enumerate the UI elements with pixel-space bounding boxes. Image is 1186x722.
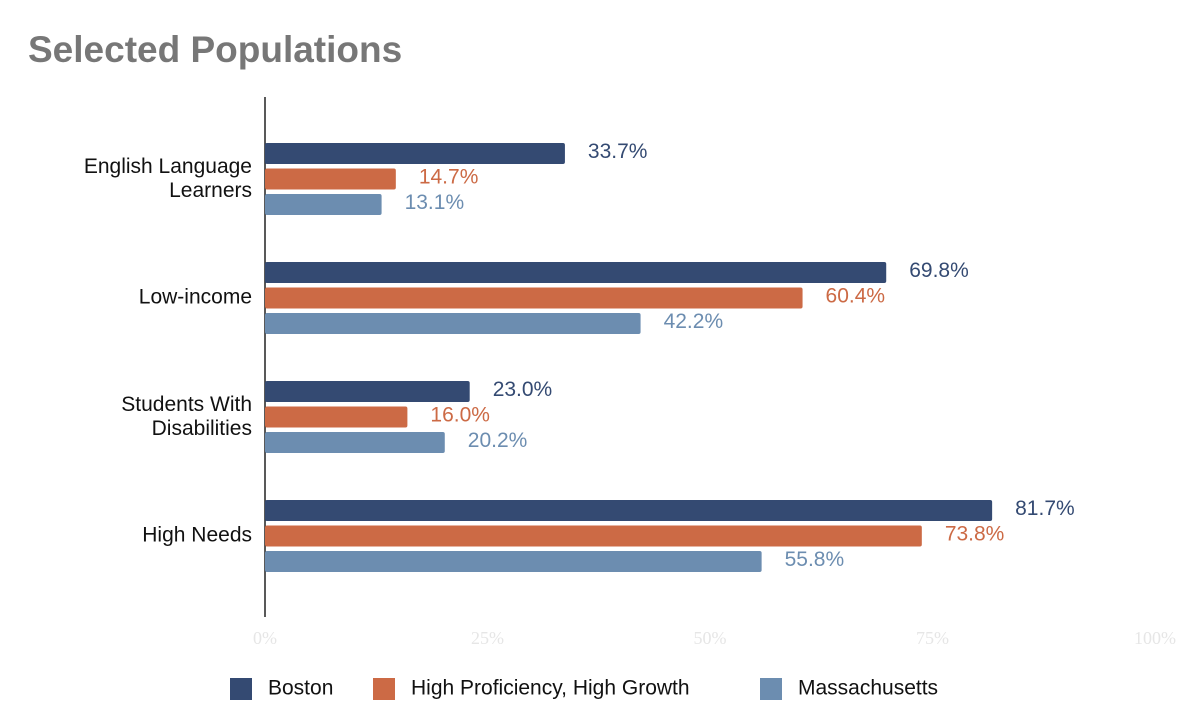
value-label: 73.8% bbox=[945, 523, 1005, 546]
value-label: 55.8% bbox=[785, 548, 845, 571]
bar bbox=[265, 262, 887, 283]
category-label: Low-income bbox=[139, 286, 252, 309]
x-tick-label: 0% bbox=[253, 628, 277, 648]
legend-swatch bbox=[760, 678, 782, 700]
bar bbox=[265, 194, 382, 215]
value-label: 23.0% bbox=[493, 378, 553, 401]
x-tick-label: 100% bbox=[1134, 628, 1176, 648]
bar bbox=[265, 551, 762, 572]
x-tick-label: 75% bbox=[916, 628, 949, 648]
legend-label: Massachusetts bbox=[798, 677, 938, 700]
legend-swatch bbox=[230, 678, 252, 700]
value-label: 20.2% bbox=[468, 429, 528, 452]
value-label: 81.7% bbox=[1015, 497, 1075, 520]
bar bbox=[265, 500, 993, 521]
bar bbox=[265, 168, 396, 190]
value-label: 16.0% bbox=[430, 404, 490, 427]
bar bbox=[265, 287, 803, 309]
value-label: 13.1% bbox=[405, 191, 465, 214]
bar bbox=[265, 381, 470, 402]
category-label: High Needs bbox=[142, 524, 252, 547]
bar bbox=[265, 406, 408, 428]
bar bbox=[265, 313, 641, 334]
bar bbox=[265, 143, 565, 164]
value-label: 69.8% bbox=[909, 259, 969, 282]
chart-title: Selected Populations bbox=[28, 29, 402, 70]
x-tick-label: 50% bbox=[694, 628, 727, 648]
legend-label: High Proficiency, High Growth bbox=[411, 677, 690, 700]
bar bbox=[265, 525, 922, 547]
category-label: English Language Learners bbox=[84, 155, 252, 202]
category-label: Students With Disabilities bbox=[121, 393, 252, 440]
value-label: 60.4% bbox=[826, 285, 886, 308]
value-label: 42.2% bbox=[664, 310, 724, 333]
value-label: 14.7% bbox=[419, 166, 479, 189]
legend-swatch bbox=[373, 678, 395, 700]
x-tick-label: 25% bbox=[471, 628, 504, 648]
legend-label: Boston bbox=[268, 677, 333, 700]
bar bbox=[265, 432, 445, 453]
value-label: 33.7% bbox=[588, 140, 648, 163]
